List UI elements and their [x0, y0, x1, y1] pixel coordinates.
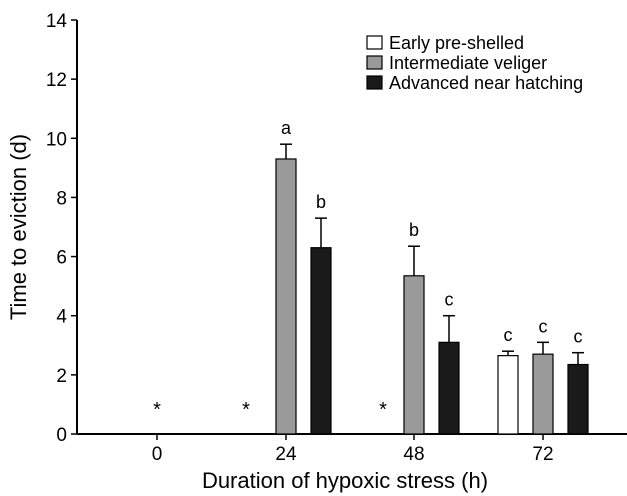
sig-label-early-72h: c	[504, 325, 513, 345]
sig-label-intermediate-48h: b	[409, 220, 419, 240]
x-tick-label-72: 72	[532, 444, 553, 465]
y-tick-label-0: 0	[56, 425, 67, 446]
legend-label-early: Early pre-shelled	[389, 33, 524, 53]
significance-labels: c a b c b c c * * *	[153, 118, 582, 421]
y-axis-ticks: 0 2 4 6 8 10 12 14	[46, 11, 77, 446]
bar-intermediate-72h	[532, 353, 554, 435]
y-tick-label-6: 6	[56, 248, 67, 269]
sig-label-advanced-48h: c	[445, 290, 454, 310]
bar-early-72h	[497, 355, 519, 435]
y-tick-label-12: 12	[46, 70, 67, 91]
x-tick-label-48: 48	[403, 444, 424, 465]
bar-advanced-48h	[438, 341, 460, 435]
y-tick-label-8: 8	[56, 188, 67, 209]
y-axis-title: Time to eviction (d)	[6, 134, 31, 320]
x-axis-ticks: 0 24 48 72	[152, 434, 554, 465]
y-tick-label-4: 4	[56, 307, 67, 328]
bar-intermediate-48h	[403, 275, 425, 435]
y-tick-label-14: 14	[46, 11, 68, 32]
bars	[275, 143, 589, 435]
x-tick-label-0: 0	[152, 444, 163, 465]
bar-advanced-24h	[310, 247, 332, 435]
y-tick-label-2: 2	[56, 366, 67, 387]
legend-label-intermediate: Intermediate veliger	[389, 53, 547, 73]
legend: Early pre-shelled Intermediate veliger A…	[366, 33, 583, 93]
bar-advanced-72h	[567, 363, 589, 435]
legend-swatch-intermediate	[366, 55, 383, 70]
sig-label-intermediate-72h: c	[539, 316, 548, 336]
bar-intermediate-24h	[275, 158, 297, 435]
sig-label-advanced-72h: c	[574, 327, 583, 347]
x-axis-title: Duration of hypoxic stress (h)	[202, 468, 488, 493]
legend-label-advanced: Advanced near hatching	[389, 73, 583, 93]
legend-swatch-advanced	[366, 75, 383, 90]
y-tick-label-10: 10	[46, 129, 67, 150]
sig-label-intermediate-24h: a	[281, 118, 292, 138]
sig-label-advanced-24h: b	[316, 192, 326, 212]
x-tick-label-24: 24	[275, 444, 297, 465]
asterisk-marker-24h: *	[242, 399, 250, 421]
asterisk-marker-48h: *	[379, 399, 387, 421]
legend-swatch-early	[366, 35, 383, 50]
asterisk-marker-0h: *	[153, 399, 161, 421]
